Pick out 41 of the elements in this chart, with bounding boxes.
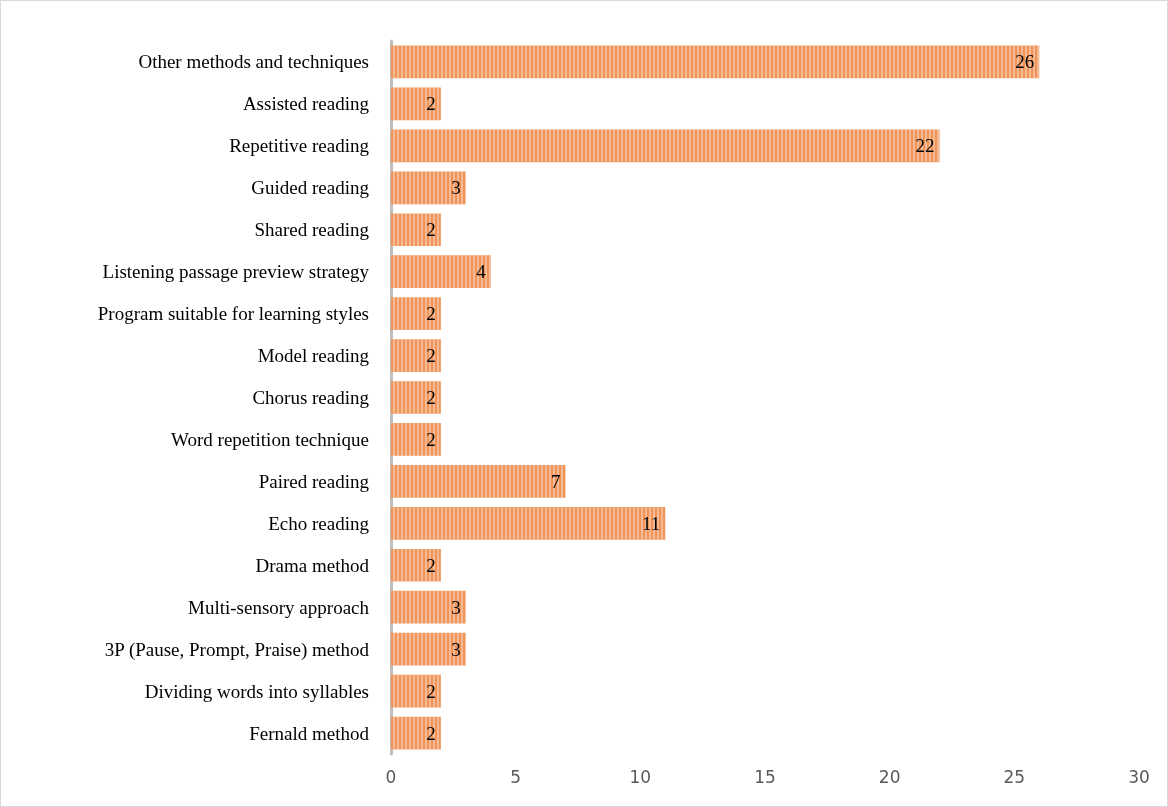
x-tick-label: 0 bbox=[385, 766, 397, 787]
data-label: 2 bbox=[426, 219, 436, 241]
y-tick-label: Listening passage preview strategy bbox=[102, 261, 370, 283]
data-label: 2 bbox=[426, 387, 436, 408]
data-label: 3 bbox=[451, 638, 461, 660]
y-tick-label: Shared reading bbox=[254, 219, 370, 241]
x-tick-label: 20 bbox=[878, 766, 901, 787]
data-label: 2 bbox=[426, 428, 436, 450]
x-tick-label: 10 bbox=[629, 766, 652, 787]
y-tick-label: Echo reading bbox=[268, 512, 370, 534]
y-tick-label: Word repetition technique bbox=[171, 428, 369, 450]
y-tick-label: Program suitable for learning styles bbox=[97, 303, 369, 325]
data-label: 2 bbox=[426, 722, 436, 744]
x-tick-label: 5 bbox=[510, 766, 522, 787]
data-label: 2 bbox=[426, 93, 436, 115]
y-tick-label: Multi-sensory approach bbox=[188, 596, 370, 618]
data-label: 26 bbox=[1015, 51, 1035, 73]
x-tick-label: 15 bbox=[754, 766, 776, 787]
data-label: 22 bbox=[915, 135, 935, 157]
y-tick-label: Paired reading bbox=[258, 470, 370, 492]
y-tick-label: Dividing words into syllables bbox=[144, 680, 369, 702]
x-tick-label: 30 bbox=[1128, 766, 1150, 787]
data-label: 2 bbox=[426, 554, 436, 576]
data-label: 2 bbox=[426, 345, 436, 367]
y-tick-label: Guided reading bbox=[251, 177, 370, 199]
y-tick-label: Model reading bbox=[257, 345, 370, 367]
data-label: 11 bbox=[641, 512, 661, 534]
data-label: 3 bbox=[451, 596, 461, 618]
y-tick-label: Chorus reading bbox=[252, 387, 370, 408]
data-label: 2 bbox=[426, 680, 436, 702]
data-label: 7 bbox=[551, 470, 561, 492]
data-label: 4 bbox=[476, 261, 487, 283]
y-tick-label: 3P (Pause, Prompt, Praise) method bbox=[104, 638, 370, 661]
y-tick-label: Fernald method bbox=[249, 722, 370, 744]
y-tick-label: Assisted reading bbox=[242, 93, 370, 115]
y-tick-label: Drama method bbox=[255, 554, 370, 576]
y-tick-label: Repetitive reading bbox=[229, 135, 370, 157]
x-tick-label: 25 bbox=[1003, 766, 1026, 787]
data-label: 2 bbox=[426, 303, 436, 325]
y-tick-label: Other methods and techniques bbox=[138, 51, 369, 73]
data-label: 3 bbox=[451, 177, 461, 199]
